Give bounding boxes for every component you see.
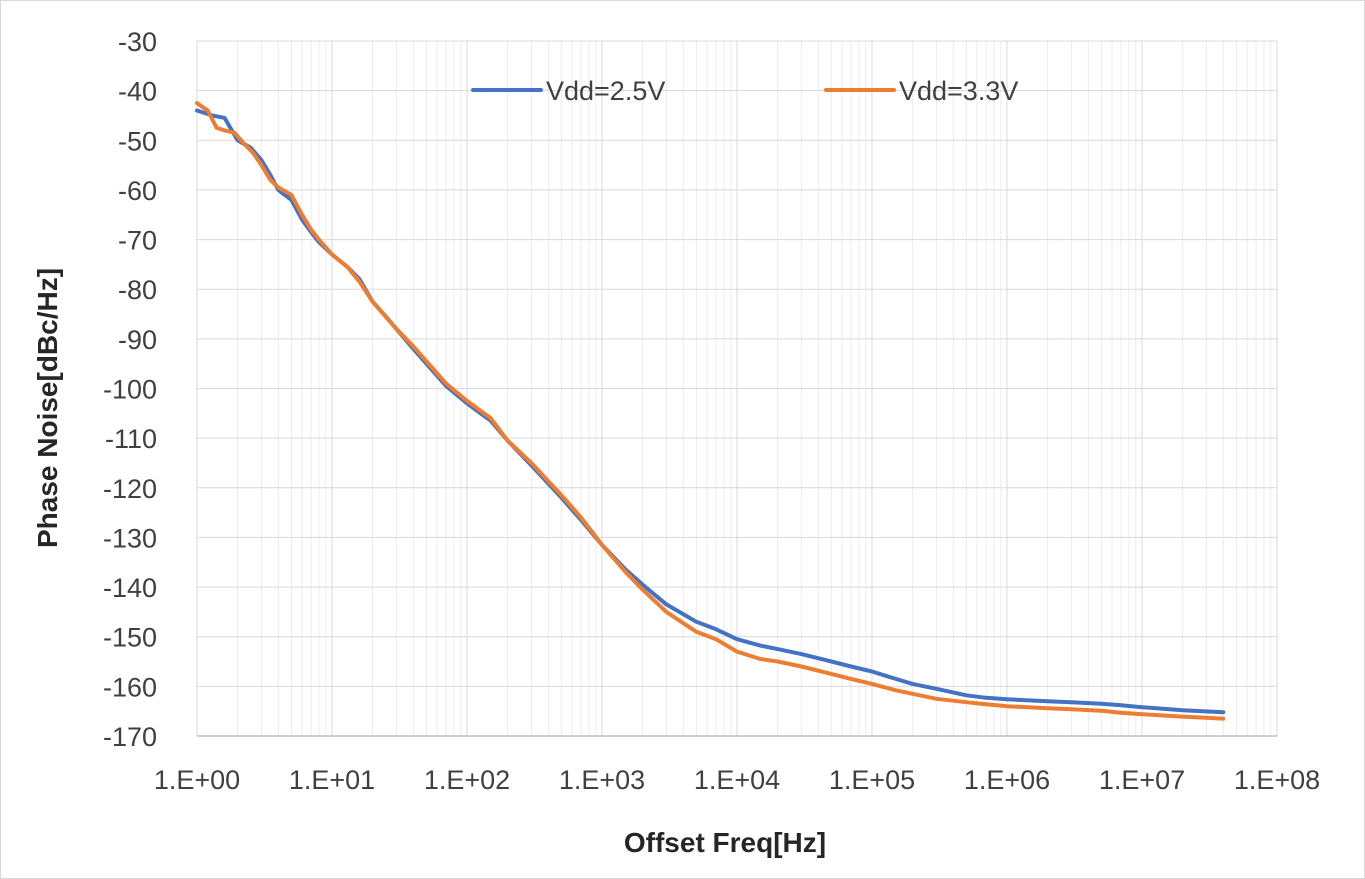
legend-label-vdd-2-5v: Vdd=2.5V <box>546 76 665 106</box>
y-tick-label: -80 <box>118 275 157 305</box>
legend-label-vdd-3-3v: Vdd=3.3V <box>899 76 1018 106</box>
x-tick-label: 1.E+00 <box>154 765 240 795</box>
legend: Vdd=2.5V Vdd=3.3V <box>471 76 1018 106</box>
x-tick-label: 1.E+02 <box>424 765 510 795</box>
series-line-vdd-2-5v <box>195 108 1226 715</box>
x-tick-label: 1.E+04 <box>694 765 780 795</box>
x-tick-label: 1.E+01 <box>289 765 375 795</box>
y-tick-label: -140 <box>103 573 157 603</box>
y-tick-label: -70 <box>118 226 157 256</box>
x-tick-label: 1.E+05 <box>829 765 915 795</box>
x-tick-label: 1.E+08 <box>1234 765 1320 795</box>
x-tick-label: 1.E+03 <box>559 765 645 795</box>
y-tick-label: -30 <box>118 27 157 57</box>
y-tick-label: -130 <box>103 523 157 553</box>
y-tick-label: -90 <box>118 325 157 355</box>
y-tick-label: -50 <box>118 126 157 156</box>
y-tick-label: -110 <box>105 424 157 454</box>
y-tick-label: -100 <box>103 375 157 405</box>
y-tick-label: -150 <box>103 623 157 653</box>
y-tick-label: -160 <box>103 672 157 702</box>
y-tick-label: -120 <box>103 474 157 504</box>
x-tick-label: 1.E+06 <box>964 765 1050 795</box>
series-line-vdd-3-3v <box>195 101 1226 721</box>
y-tick-label: -40 <box>118 77 157 107</box>
x-axis-title: Offset Freq[Hz] <box>624 827 826 858</box>
x-tick-label: 1.E+07 <box>1099 765 1185 795</box>
major-gridlines <box>196 40 1278 737</box>
y-tick-label: -170 <box>103 722 157 752</box>
series-lines <box>195 101 1226 721</box>
y-axis-title: Phase Noise[dBc/Hz] <box>32 268 63 548</box>
x-tick-labels: 1.E+00 1.E+01 1.E+02 1.E+03 1.E+04 1.E+05 1.E+… <box>154 765 1320 795</box>
y-tick-label: -60 <box>118 176 157 206</box>
y-tick-labels: -30 -40 -50 -60 -70 -80 -90 -100 -110 -120 -130 -14… <box>103 27 157 752</box>
